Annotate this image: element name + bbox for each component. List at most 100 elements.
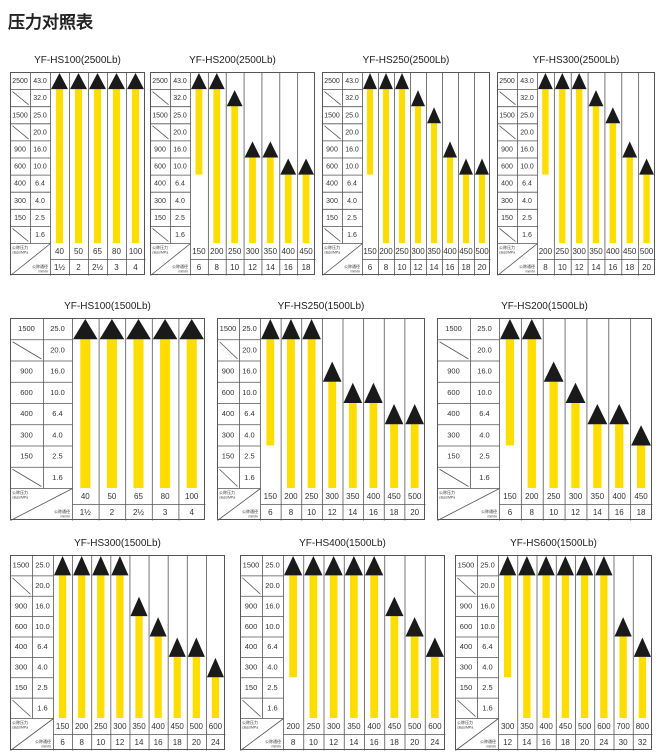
pressure-level-label: 20.0 (33, 129, 47, 136)
chart-5: YF-HS100(1500Lb) 1500 25.0 20.0 900 16.0 600 10… (10, 301, 206, 522)
corner-size-label: 公称通径 (242, 508, 258, 514)
corner-size-label: 公称通径 (481, 508, 497, 514)
chart-grid: 2500 43.0 32.0 1500 25.0 20.0 900 16.0 600 10.0 40… (322, 72, 491, 276)
pressure-level-label: 6.4 (37, 642, 47, 651)
pressure-bar (213, 89, 221, 243)
pressure-level-label: 20.0 (50, 345, 65, 354)
chart-grid: 1500 25.0 20.0 900 16.0 600 10.0 400 6.4 300 4.0 15… (10, 555, 226, 751)
max-pressure-arrow (343, 382, 363, 403)
size-inch-label: 20 (192, 738, 201, 747)
class-label: 1500 (324, 112, 340, 119)
pressure-bar (410, 636, 419, 718)
max-pressure-arrow (543, 361, 564, 382)
size-mm-label: 450 (299, 247, 313, 256)
pressure-bar (600, 575, 608, 718)
pressure-level-label: 1.6 (37, 703, 47, 712)
pressure-level-label: 20.0 (242, 345, 257, 354)
max-pressure-arrow (111, 556, 129, 576)
pressure-level-label: 25.0 (265, 561, 280, 570)
class-label: 150 (447, 452, 460, 461)
size-mm-label: 400 (367, 722, 381, 731)
pressure-level-label: 32.0 (173, 95, 187, 102)
size-inch-label: 14 (349, 738, 358, 747)
pressure-level-label: 1.6 (35, 232, 45, 239)
size-inch-label: 20 (410, 508, 419, 517)
size-mm-label: 150 (192, 247, 206, 256)
size-inch-label: 24 (430, 738, 439, 747)
max-pressure-arrow (556, 556, 574, 576)
size-mm-label: 350 (589, 247, 603, 256)
size-mm-label: 150 (363, 247, 377, 256)
corner-diagonal (240, 718, 284, 751)
size-inch-label: 8 (543, 263, 548, 272)
max-pressure-arrow (622, 141, 638, 158)
pressure-bar (503, 575, 512, 678)
pressure-bar (249, 157, 256, 243)
size-inch-label: 6 (268, 508, 273, 517)
class-label: 2500 (499, 78, 515, 85)
size-inch-label: 30 (619, 738, 628, 747)
chart-border (497, 72, 655, 275)
chart-3: YF-HS250(2500Lb) 2500 43.0 32.0 1500 25.0 20.0… (322, 55, 491, 277)
chart-title: YF-HS300(1500Lb) (74, 538, 161, 549)
pressure-bar (131, 89, 140, 243)
size-inch-label: 1½ (80, 508, 91, 517)
chart-border (217, 318, 425, 520)
corner-pressure-label: 公称压力 (242, 719, 258, 725)
max-pressure-arrow (365, 556, 384, 576)
pressure-bar (398, 89, 406, 243)
corner-size-label: 公称通径 (344, 263, 360, 269)
corner-pressure-label: 公称压力 (152, 244, 168, 250)
chart-border (10, 555, 225, 750)
diagonal-mark (499, 91, 516, 106)
pressure-level-label: 2.5 (244, 452, 254, 461)
pressure-bar (74, 89, 83, 243)
pressure-level-label: 6.4 (175, 181, 185, 188)
max-pressure-arrow (70, 73, 87, 90)
class-label: 900 (447, 367, 460, 376)
pressure-bar (366, 89, 374, 175)
corner-pressure-label: 公称压力 (12, 719, 28, 725)
pressure-level-label: 10.0 (173, 164, 187, 171)
diagonal-mark (12, 577, 31, 595)
pressure-level-label: 4.0 (347, 198, 357, 205)
pressure-bar (410, 424, 419, 488)
size-inch-label: 16 (615, 508, 624, 517)
diagonal-mark (242, 699, 261, 717)
class-label: 150 (501, 215, 513, 222)
size-inch-label: 6 (508, 508, 513, 517)
corner-diagonal (150, 243, 191, 276)
max-pressure-arrow (284, 556, 303, 576)
class-label: 1500 (13, 561, 30, 570)
pressure-bar (97, 575, 105, 718)
corner-diagonal (10, 718, 54, 751)
size-mm-label: 150 (56, 722, 70, 731)
diagonal-mark (12, 228, 29, 242)
size-inch-label: 12 (248, 263, 257, 272)
class-label: 150 (15, 683, 28, 692)
pressure-bar (390, 424, 398, 488)
pressure-level-label: 1.6 (479, 473, 489, 482)
corner-size-label: 公称通径 (54, 508, 70, 514)
size-inch-label: 10 (230, 263, 239, 272)
size-mm-label: 500 (640, 247, 654, 256)
diagonal-mark (12, 468, 42, 487)
class-label: 150 (20, 452, 33, 461)
max-pressure-arrow (395, 73, 409, 90)
max-pressure-arrow (152, 319, 178, 340)
max-pressure-arrow (168, 637, 186, 657)
size-mm-label: 500 (578, 722, 592, 731)
corner-pressure-unit: class/MPa (152, 251, 168, 255)
pressure-bar (549, 381, 558, 488)
pressure-level-label: 4.0 (175, 198, 185, 205)
chart-border (150, 72, 315, 275)
pressure-level-label: 10.0 (50, 388, 65, 397)
class-label: 400 (245, 642, 258, 651)
corner-diagonal (322, 243, 363, 276)
corner-size-unit: mm/in (271, 745, 281, 749)
pressure-bar (328, 381, 337, 488)
size-mm-label: 450 (387, 492, 401, 501)
size-inch-label: 14 (266, 263, 275, 272)
size-inch-label: 4 (189, 508, 194, 517)
